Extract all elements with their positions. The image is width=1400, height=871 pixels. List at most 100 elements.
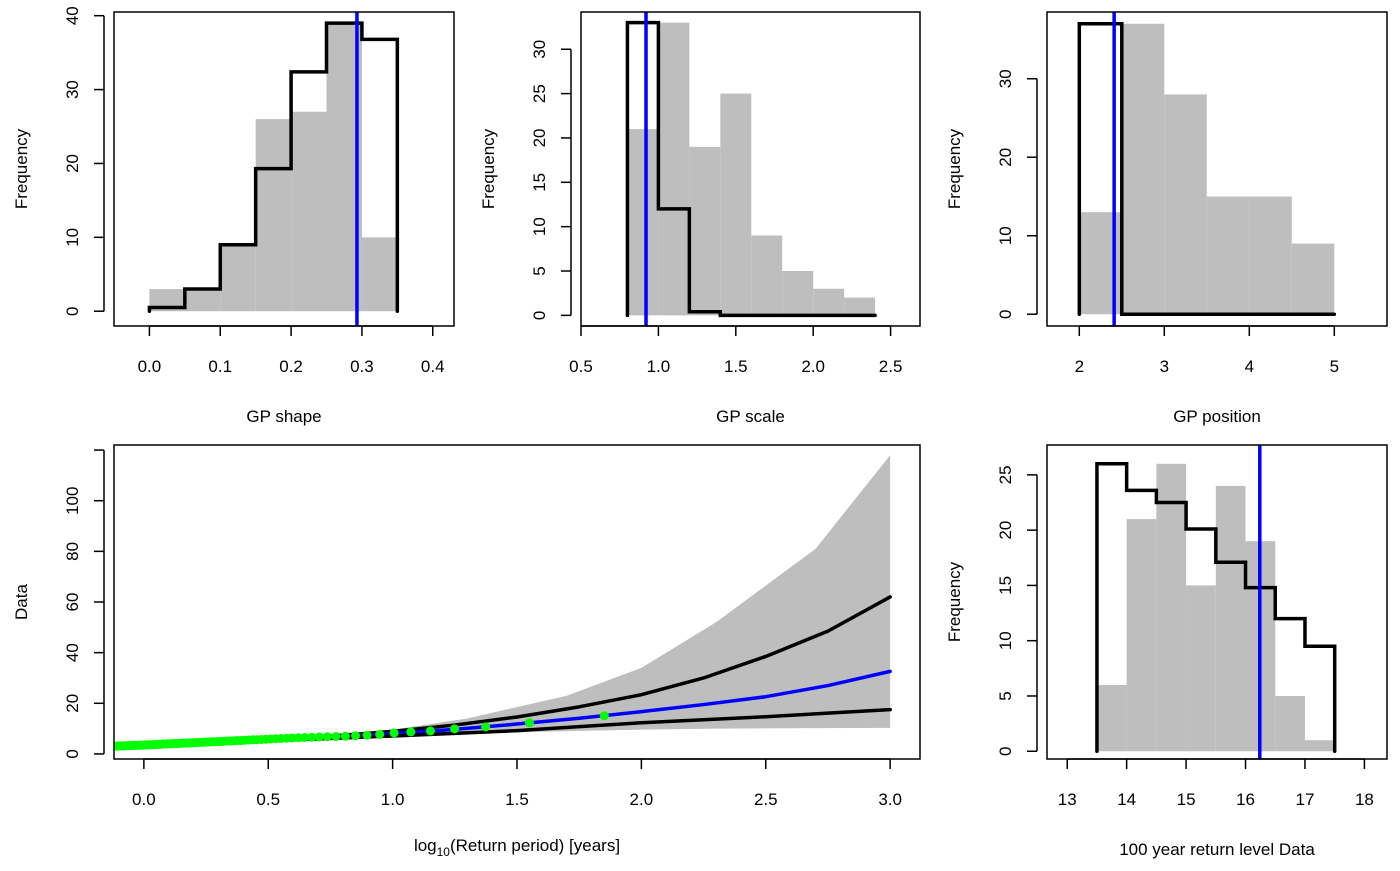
x-tick-label: 1.0 (381, 790, 405, 809)
histogram-bar (184, 289, 221, 312)
y-axis-title: Frequency (945, 128, 964, 209)
y-tick-label: 20 (63, 154, 82, 173)
y-tick-label: 25 (996, 465, 1015, 484)
x-axis: 0.0 0.1 0.2 0.3 0.4 (138, 325, 445, 376)
histogram-bar (149, 289, 185, 312)
y-tick-label: 30 (996, 69, 1015, 88)
y-tick-label: 10 (63, 228, 82, 247)
x-axis-title: GP shape (246, 407, 321, 426)
histogram-bar (1156, 463, 1187, 752)
y-axis: 0 20 40 60 80 100 (63, 449, 105, 759)
plot-area (1095, 445, 1337, 759)
data-point (375, 729, 385, 739)
histogram-bar (782, 271, 814, 316)
histogram-bar (255, 119, 292, 312)
y-tick-label: 10 (530, 217, 549, 236)
histogram-bar (751, 235, 783, 316)
x-tick-label: 0.0 (138, 357, 162, 376)
x-tick-label: 18 (1355, 790, 1374, 809)
x-tick-label: 2.5 (754, 790, 778, 809)
x-axis-title: GP scale (716, 407, 785, 426)
x-tick-label: 0.5 (569, 357, 593, 376)
y-axis-title: Frequency (945, 561, 964, 642)
x-tick-label: 13 (1058, 790, 1077, 809)
y-tick-label: 0 (996, 747, 1015, 756)
y-tick-label: 15 (530, 173, 549, 192)
histogram-bar (689, 146, 721, 316)
step-outline (1077, 22, 1337, 316)
step-outline (1095, 462, 1337, 754)
data-point (481, 722, 491, 732)
data-point (351, 731, 361, 741)
histogram-bar (1206, 196, 1250, 315)
y-axis: 0 5 10 15 20 25 (996, 465, 1038, 756)
y-axis-title: Frequency (479, 128, 498, 209)
panel-gp-scale: 0.5 1.0 1.5 2.0 2.5 0 5 10 15 20 25 30 GP scale Frequ… (479, 11, 921, 426)
histogram-bar (1249, 196, 1292, 315)
x-tick-label: 0.3 (350, 357, 374, 376)
x-axis-title: log10(Return period) [years] (414, 836, 620, 859)
y-axis: 0 10 20 30 40 (63, 6, 105, 316)
data-point (114, 741, 119, 751)
histogram-bar (1186, 585, 1216, 752)
y-tick-label: 60 (63, 593, 82, 612)
x-tick-label: 0.4 (421, 357, 445, 376)
x-tick-label: 1.0 (647, 357, 671, 376)
data-point (450, 724, 460, 734)
data-point (389, 728, 399, 738)
histogram-bar (361, 237, 398, 312)
x-axis-title-prefix: log (414, 836, 437, 855)
y-tick-label: 0 (530, 311, 549, 320)
y-tick-label: 30 (530, 40, 549, 59)
y-axis-title: Frequency (12, 128, 31, 209)
x-tick-label: 3 (1160, 357, 1169, 376)
x-tick-label: 0.2 (279, 357, 303, 376)
panel-gp-shape: 0.0 0.1 0.2 0.3 0.4 0 10 20 30 40 GP shape Frequenc… (12, 6, 455, 426)
y-tick-label: 0 (996, 309, 1015, 318)
y-tick-label: 10 (996, 226, 1015, 245)
y-tick-label: 5 (530, 266, 549, 275)
y-tick-label: 15 (996, 576, 1015, 595)
y-tick-label: 100 (63, 487, 82, 515)
x-tick-label: 2.0 (630, 790, 654, 809)
data-point (524, 718, 534, 728)
data-point (362, 730, 372, 740)
data-point (331, 731, 341, 741)
x-tick-label: 2.0 (801, 357, 825, 376)
y-axis-title: Data (12, 584, 31, 620)
data-point (425, 726, 435, 736)
histogram-bar (720, 93, 752, 316)
y-tick-label: 20 (996, 148, 1015, 167)
histogram-bar (1215, 485, 1246, 752)
histogram-bar (658, 22, 690, 316)
y-tick-label: 0 (63, 306, 82, 315)
histogram-bar (1096, 684, 1127, 752)
y-axis: 0 10 20 30 (996, 69, 1038, 319)
x-tick-label: 17 (1296, 790, 1315, 809)
histogram-bar (220, 244, 256, 312)
x-axis: 0.0 0.5 1.0 1.5 2.0 2.5 3.0 (132, 758, 902, 809)
x-axis-title: GP position (1173, 407, 1261, 426)
x-tick-label: 14 (1117, 790, 1136, 809)
data-point (322, 732, 332, 742)
x-tick-label: 1.5 (505, 790, 529, 809)
histogram-bar (844, 297, 876, 316)
histogram-bar (1121, 23, 1165, 315)
x-axis: 0.5 1.0 1.5 2.0 2.5 (569, 325, 903, 376)
x-tick-label: 2.5 (879, 357, 903, 376)
y-tick-label: 20 (530, 128, 549, 147)
data-point (300, 732, 310, 742)
x-axis-title-subscript: 10 (437, 845, 451, 859)
x-tick-label: 0.1 (208, 357, 232, 376)
histogram-bar (1126, 519, 1157, 752)
x-tick-label: 0.0 (132, 790, 156, 809)
x-axis-title: 100 year return level Data (1119, 840, 1315, 859)
y-tick-label: 20 (996, 521, 1015, 540)
x-tick-label: 16 (1236, 790, 1255, 809)
confidence-band (114, 455, 891, 747)
x-tick-label: 4 (1245, 357, 1254, 376)
y-tick-label: 30 (63, 80, 82, 99)
y-tick-label: 40 (63, 643, 82, 662)
x-tick-label: 5 (1330, 357, 1339, 376)
